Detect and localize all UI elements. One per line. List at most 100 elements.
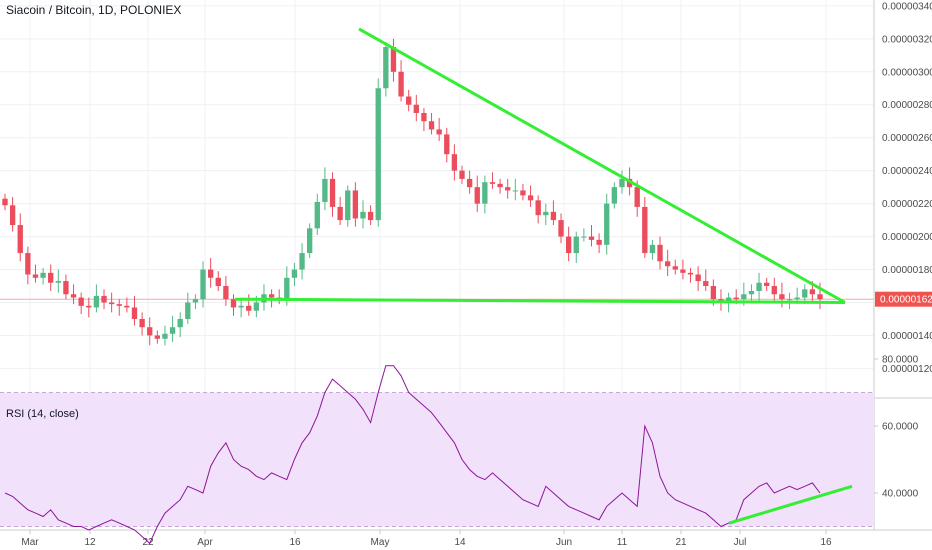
candle [360,211,366,219]
time-tick-label: 16 [820,537,832,548]
candle [520,190,526,196]
candle [154,335,161,339]
price-tick-label: 0.00000240 [882,166,932,177]
candle [413,104,419,113]
candle [177,318,183,328]
time-tick-label: 14 [454,537,466,548]
candle [642,206,648,254]
price-tick-label: 0.00000260 [882,133,932,144]
candle [664,261,671,267]
candle [238,305,244,308]
candle [619,178,625,188]
candle [139,318,145,328]
candle [817,294,823,300]
rsi-band [0,392,874,527]
candle [436,129,442,135]
support-trendline [234,297,846,304]
candle [55,281,61,283]
time-tick-label: 16 [289,537,301,548]
candle [543,211,549,216]
candle [131,307,138,319]
price-tick-label: 0.00000220 [882,199,932,210]
candle [63,281,69,295]
candle [101,295,107,303]
candle [406,96,412,105]
candle [253,302,260,311]
candle [329,178,336,207]
candle [558,220,564,237]
rsi-indicator-label: RSI (14, close) [6,408,79,420]
candle [565,236,572,254]
candle [17,225,23,254]
candle [116,304,122,306]
candle [314,201,320,229]
candle [162,333,168,339]
candle [25,253,31,275]
candle [230,299,237,308]
candle [390,47,397,72]
candle [375,88,381,221]
candle [611,187,618,204]
rsi-tick-label: 40.0000 [882,489,919,500]
candle [596,239,602,245]
candle [756,282,762,291]
candle [649,244,656,254]
candle [512,190,518,192]
candle [9,205,16,226]
time-tick-label: 21 [675,537,687,548]
candle [2,198,8,206]
candle [86,305,92,308]
price-tick-label: 0.00000300 [882,67,932,78]
candle [657,244,663,262]
candle [725,297,732,303]
time-tick-label: Apr [197,537,213,548]
candle [322,178,328,202]
candle [809,289,816,295]
candle [147,327,153,336]
candle [474,187,480,204]
candle [505,187,511,191]
candle [680,269,686,273]
candle [367,211,374,221]
candle [345,190,351,221]
time-tick-label: Mar [21,537,39,548]
candle [588,236,595,240]
candle [764,282,770,287]
candle [634,187,640,207]
candle [200,269,206,300]
candle [421,112,427,122]
candle [268,294,275,298]
candle [741,294,747,300]
candle [626,178,633,188]
candle [32,274,39,278]
candle [482,182,488,204]
candle [527,195,534,201]
candle [78,297,84,306]
candle [794,297,800,300]
candle [307,228,313,254]
candle [124,305,130,308]
candle [223,286,229,300]
candle [383,47,389,89]
time-tick-label: 11 [617,537,628,548]
candle [672,266,678,270]
candle [192,299,199,303]
candle [40,272,46,278]
candle [48,272,54,283]
candle [466,178,473,188]
time-tick-label: 12 [84,537,96,548]
candle [108,302,115,305]
price-tick-label: 0.00000200 [882,232,932,243]
candle [802,289,808,298]
candle [93,295,100,308]
candle [733,297,739,300]
time-tick-label: May [371,537,390,548]
candle [573,236,579,254]
candle [779,294,785,300]
candle [604,203,610,245]
rsi-tick-label: 60.0000 [882,422,919,433]
candle [284,277,290,300]
price-tick-label: 0.00000340 [882,1,932,12]
candle [695,274,701,282]
